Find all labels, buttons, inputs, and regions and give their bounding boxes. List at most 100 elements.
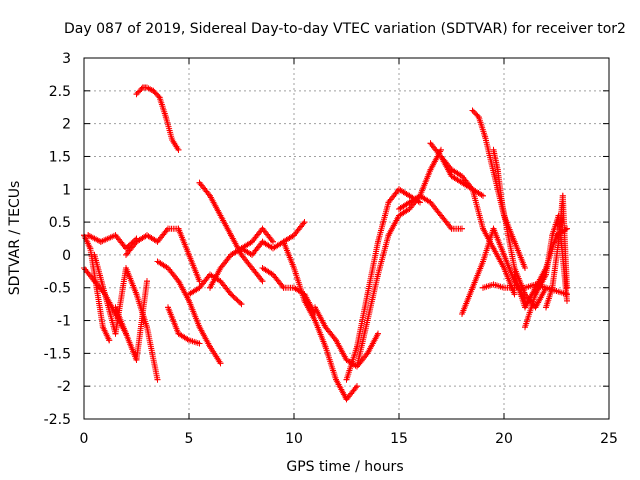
series-arc-7 [133, 84, 182, 153]
data-point [427, 166, 434, 173]
data-point [97, 238, 104, 245]
data-point [156, 94, 163, 101]
data-point [123, 330, 129, 337]
data-point [480, 258, 486, 265]
data-point [343, 376, 350, 383]
data-point [427, 140, 434, 147]
data-point [438, 146, 444, 153]
data-point [112, 330, 119, 337]
data-point [301, 297, 308, 304]
data-layer [81, 84, 570, 403]
data-point [406, 192, 413, 199]
x-tick-label: 10 [285, 431, 303, 447]
data-point [459, 179, 465, 186]
data-point [469, 186, 476, 193]
data-point [280, 284, 287, 291]
data-point [555, 238, 562, 245]
data-point [175, 146, 182, 153]
data-point [564, 225, 570, 232]
data-point [301, 219, 308, 226]
tick-layer: 0 5 10 15 20 25 3 2.5 2 1.5 1 0.5 0 -0.5 -1 -1.5 -2 -2.5 [44, 51, 618, 447]
data-point [448, 225, 455, 232]
data-point [249, 251, 255, 258]
data-point [564, 284, 570, 291]
data-point [522, 265, 528, 272]
data-point [106, 337, 113, 344]
data-point [196, 284, 203, 291]
data-point [165, 304, 171, 311]
data-point [354, 383, 360, 390]
data-point [469, 107, 476, 114]
series-arc-20 [427, 140, 486, 199]
data-point [543, 304, 549, 311]
y-tick-label: -2 [57, 379, 71, 395]
data-point [488, 160, 495, 167]
data-point [133, 91, 140, 98]
data-point [112, 304, 119, 311]
data-point [312, 317, 318, 324]
data-point [102, 291, 108, 298]
data-point [427, 199, 434, 206]
x-axis-title: GPS time / hours [286, 459, 403, 475]
data-point [154, 376, 161, 383]
data-point [549, 284, 556, 291]
data-point [249, 265, 255, 272]
y-tick-label: -1.5 [44, 346, 71, 362]
data-point [511, 238, 518, 245]
data-point [280, 238, 287, 245]
data-point [112, 232, 119, 239]
y-tick-label: 2 [62, 117, 71, 133]
data-markers [343, 186, 423, 383]
data-point [217, 212, 224, 219]
data-point [475, 114, 482, 121]
data-point [291, 284, 297, 291]
data-point [501, 265, 507, 272]
data-point [99, 324, 106, 331]
data-point [490, 225, 497, 232]
y-tick-label: -1 [57, 314, 71, 330]
data-point [532, 291, 539, 298]
series-arc-8 [154, 258, 224, 367]
data-point [543, 284, 549, 291]
data-point [150, 87, 157, 94]
series-arc-28 [543, 192, 570, 311]
data-point [207, 271, 213, 278]
data-point [270, 271, 276, 278]
series-arc-3 [85, 232, 140, 252]
x-tick-label: 20 [495, 431, 513, 447]
data-point [217, 265, 224, 272]
data-point [385, 199, 392, 206]
data-point [522, 304, 528, 311]
data-point [406, 199, 413, 206]
data-point [217, 360, 224, 367]
data-point [186, 337, 192, 344]
data-point [322, 343, 329, 350]
series-arc-27 [522, 212, 570, 331]
data-point [259, 265, 266, 272]
data-point [417, 192, 423, 199]
data-markers [133, 84, 182, 153]
data-point [228, 232, 234, 239]
data-point [469, 284, 476, 291]
x-tick-label: 25 [600, 431, 618, 447]
data-point [144, 278, 150, 285]
data-point [375, 271, 381, 278]
data-point [501, 251, 507, 258]
data-point [238, 301, 245, 308]
data-point [270, 245, 276, 252]
data-point [354, 363, 360, 370]
grid-layer [84, 58, 609, 419]
data-point [85, 232, 92, 239]
y-tick-label: 1 [62, 182, 71, 198]
chart-title: Day 087 of 2019, Sidereal Day-to-day VTE… [64, 21, 626, 37]
data-markers [427, 140, 486, 199]
data-point [322, 324, 329, 331]
data-point [175, 330, 182, 337]
data-point [438, 212, 444, 219]
data-point [259, 225, 266, 232]
data-point [448, 173, 455, 180]
data-point [333, 376, 339, 383]
data-point [494, 166, 501, 173]
series-arc-26 [511, 225, 570, 311]
data-point [133, 238, 140, 245]
